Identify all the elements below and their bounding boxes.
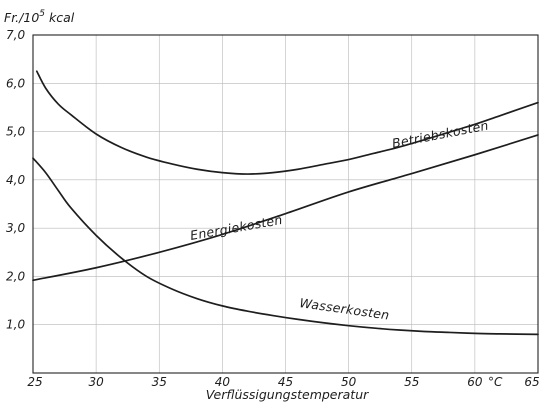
series-line-energiekosten bbox=[32, 134, 539, 282]
series-line-betriebskosten bbox=[35, 70, 539, 175]
x-tick-label: 60 bbox=[467, 375, 483, 389]
series-label-energiekosten: Energiekosten bbox=[189, 212, 284, 243]
y-tick-label: 5,0 bbox=[6, 125, 25, 139]
y-tick-label: 1,0 bbox=[6, 318, 25, 332]
y-tick-label: 4,0 bbox=[6, 173, 25, 187]
curves bbox=[32, 70, 539, 336]
plot-frame bbox=[32, 34, 539, 374]
x-tick-label: 45 bbox=[278, 375, 293, 389]
y-tick-label: 3,0 bbox=[6, 221, 25, 235]
y-tick-label: 7,0 bbox=[6, 28, 25, 42]
y-tick-labels: 1,0 2,0 3,0 4,0 5,0 6,0 7,0 bbox=[6, 28, 25, 332]
x-tick-label: 40 bbox=[215, 375, 231, 389]
x-axis-label: Verflüssigungstemperatur bbox=[206, 387, 369, 402]
gridlines bbox=[32, 34, 539, 374]
x-tick-label: 35 bbox=[152, 375, 167, 389]
x-tick-label: 55 bbox=[404, 375, 419, 389]
x-tick-labels: 25 30 35 40 45 50 55 60 65 bbox=[27, 375, 539, 389]
x-axis-unit: °C bbox=[488, 375, 503, 389]
y-tick-label: 6,0 bbox=[6, 76, 25, 90]
y-tick-label: 2,0 bbox=[6, 269, 25, 283]
series-label-wasserkosten: Wasserkosten bbox=[299, 295, 391, 322]
x-tick-label: 25 bbox=[27, 375, 42, 389]
x-tick-label: 50 bbox=[341, 375, 357, 389]
x-tick-label: 30 bbox=[88, 375, 104, 389]
y-axis-unit-label: Fr./105 kcal bbox=[4, 9, 75, 25]
x-tick-label: 65 bbox=[524, 375, 539, 389]
series-line-wasserkosten bbox=[32, 157, 539, 336]
